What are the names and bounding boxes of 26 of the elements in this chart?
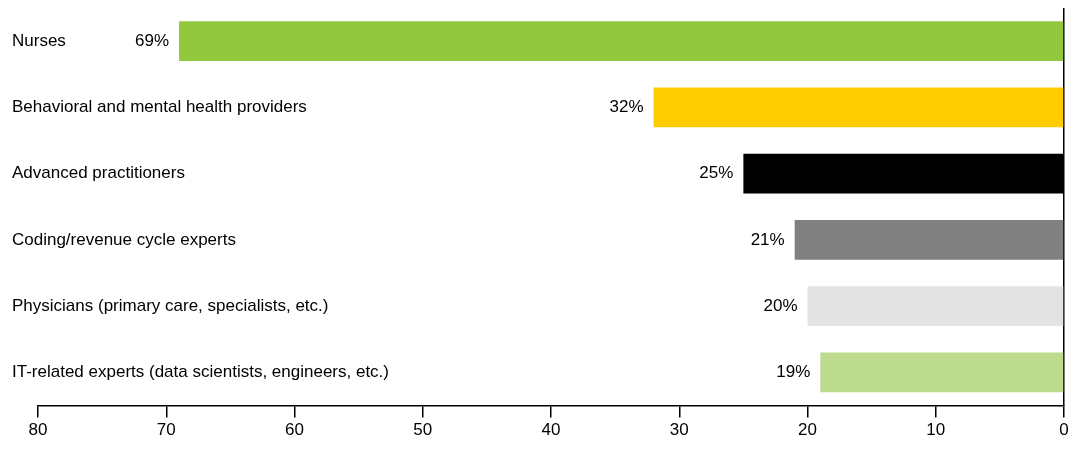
x-tick-label: 0	[1059, 420, 1069, 440]
x-tick-label: 40	[541, 420, 561, 440]
bar	[807, 286, 1064, 327]
y-tick-label: Coding/revenue cycle experts	[12, 229, 236, 249]
data-label: 25%	[699, 163, 734, 183]
x-tick-label: 80	[28, 420, 48, 440]
data-label: 20%	[763, 295, 798, 315]
x-tick-label: 50	[413, 420, 433, 440]
bar	[820, 352, 1064, 393]
y-tick-label: Behavioral and mental health providers	[12, 97, 307, 117]
bar	[179, 21, 1064, 62]
data-label: 32%	[609, 97, 644, 117]
x-tick-label: 20	[798, 420, 817, 440]
data-label: 19%	[776, 362, 811, 382]
x-tick-label: 10	[926, 420, 946, 440]
y-tick-label: Advanced practitioners	[12, 163, 185, 183]
x-tick-label: 60	[285, 420, 304, 440]
x-tick-label: 70	[156, 420, 176, 440]
data-label: 21%	[750, 229, 785, 249]
bar	[653, 87, 1064, 128]
y-tick-label: Nurses	[12, 30, 66, 50]
bar	[794, 220, 1064, 260]
y-tick-label: Physicians (primary care, specialists, etc.)	[12, 295, 329, 315]
x-tick-label: 30	[669, 420, 689, 440]
y-tick-label: IT-related experts (data scientists, engineers, etc.)	[12, 362, 390, 382]
data-label: 69%	[135, 30, 170, 50]
